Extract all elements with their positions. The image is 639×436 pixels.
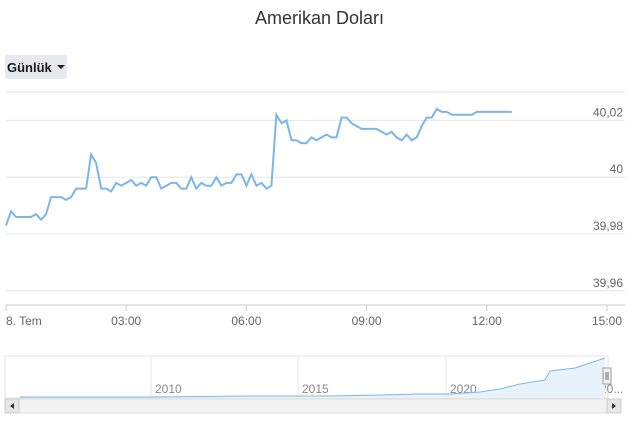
y-tick-label: 40 <box>610 162 624 176</box>
x-tick-label: 12:00 <box>472 314 502 328</box>
chart-title: Amerikan Doları <box>254 8 385 28</box>
navigator-line <box>20 357 606 398</box>
period-dropdown[interactable]: Günlük <box>5 55 67 79</box>
navigator-year-label: 20... <box>600 382 623 396</box>
navigator-handle[interactable] <box>602 367 612 385</box>
x-tick-label: 15:00 <box>592 314 622 328</box>
x-tick-label: 09:00 <box>352 314 382 328</box>
arrow-right-icon <box>612 403 616 409</box>
x-tick-label: 03:00 <box>111 314 141 328</box>
price-series-line <box>5 107 512 226</box>
period-label: Günlük <box>7 59 52 75</box>
scrollbar-track[interactable] <box>4 398 622 414</box>
caret-down-icon <box>56 65 65 69</box>
arrow-left-icon <box>10 403 14 409</box>
y-tick-label: 39,96 <box>593 276 623 290</box>
y-tick-label: 39,98 <box>593 219 623 233</box>
x-tick-label: 06:00 <box>231 314 261 328</box>
navigator-area <box>20 358 605 397</box>
y-tick-label: 40,02 <box>593 105 623 119</box>
navigator-year-label: 2015 <box>302 382 329 396</box>
navigator-year-label: 2010 <box>155 382 182 396</box>
x-tick-label: 8. Tem <box>6 314 42 328</box>
